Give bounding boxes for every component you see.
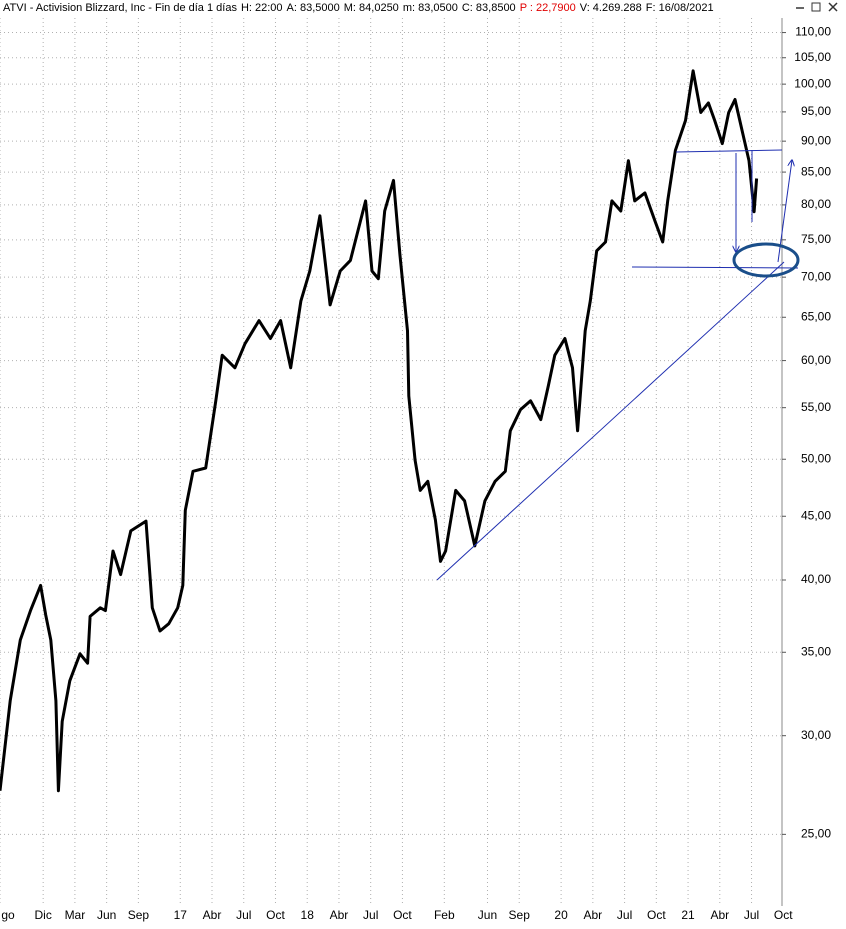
x-tick-label: Abr xyxy=(710,908,729,922)
y-tick-label: 110,00 xyxy=(795,25,831,39)
x-tick-label: Jul xyxy=(236,908,251,922)
y-tick-label: 45,00 xyxy=(801,508,831,522)
price-line xyxy=(0,69,759,793)
y-tick-label: 40,00 xyxy=(801,572,831,586)
y-tick-label: 70,00 xyxy=(801,269,831,283)
x-tick-label: Abr xyxy=(330,908,349,922)
x-tick-label: Feb xyxy=(434,908,455,922)
y-tick-label: 65,00 xyxy=(801,309,831,323)
x-tick-label: Abr xyxy=(203,908,222,922)
target-ellipse xyxy=(732,242,800,278)
y-tick-label: 75,00 xyxy=(801,232,831,246)
header-title: ATVI - Activision Blizzard, Inc - Fin de… xyxy=(3,2,237,14)
x-tick-label: Jul xyxy=(744,908,759,922)
y-tick-label: 35,00 xyxy=(801,644,831,658)
resistance-line xyxy=(675,149,783,153)
x-tick-label: Oct xyxy=(266,908,285,922)
x-tick-label: 21 xyxy=(681,908,695,922)
header: ATVI - Activision Blizzard, Inc - Fin de… xyxy=(3,2,714,14)
x-tick-label: 20 xyxy=(554,908,568,922)
header-field: m: 83,0500 xyxy=(403,2,458,14)
trend-line xyxy=(436,261,785,581)
x-tick-label: 17 xyxy=(174,908,188,922)
x-tick-label: Abr xyxy=(584,908,603,922)
y-tick-label: 85,00 xyxy=(801,164,831,178)
header-field: V: 4.269.288 xyxy=(580,2,642,14)
x-tick-label: Jun xyxy=(97,908,116,922)
plot: 25,00 30,00 35,00 40,00 45,00 50,00 55,00 60,00… xyxy=(0,18,831,922)
close-button[interactable] xyxy=(828,2,838,12)
maximize-button[interactable] xyxy=(811,2,821,12)
x-tick-label: go xyxy=(1,908,15,922)
header-field: M: 84,0250 xyxy=(344,2,399,14)
y-tick-label: 25,00 xyxy=(801,827,831,841)
window-buttons[interactable] xyxy=(796,2,838,12)
header-field: H: 22:00 xyxy=(241,2,283,14)
header-highlight: P : 22,7900 xyxy=(520,2,576,14)
x-tick-label: Sep xyxy=(509,908,531,922)
y-tick-label: 50,00 xyxy=(801,451,831,465)
y-tick-label: 105,00 xyxy=(794,50,831,64)
y-tick-label: 30,00 xyxy=(801,728,831,742)
support-line xyxy=(631,266,799,269)
x-tick-label: Oct xyxy=(774,908,793,922)
x-tick-label: Dic xyxy=(34,908,51,922)
header-field: F: 16/08/2021 xyxy=(646,2,714,14)
x-tick-label: Oct xyxy=(647,908,666,922)
y-tick-label: 95,00 xyxy=(801,104,831,118)
y-tick-label: 55,00 xyxy=(801,400,831,414)
y-tick-label: 60,00 xyxy=(801,353,831,367)
y-tick-label: 90,00 xyxy=(801,133,831,147)
x-tick-label: Jul xyxy=(617,908,632,922)
x-tick-label: Jul xyxy=(363,908,378,922)
y-tick-label: 80,00 xyxy=(801,197,831,211)
x-tick-label: 18 xyxy=(301,908,315,922)
header-field: C: 83,8500 xyxy=(462,2,516,14)
y-tick-label: 100,00 xyxy=(794,76,831,90)
x-tick-label: Mar xyxy=(65,908,86,922)
x-tick-label: Jun xyxy=(478,908,497,922)
annotations xyxy=(436,149,800,581)
x-tick-label: Oct xyxy=(393,908,412,922)
header-field: A: 83,5000 xyxy=(287,2,340,14)
x-tick-label: Sep xyxy=(128,908,150,922)
